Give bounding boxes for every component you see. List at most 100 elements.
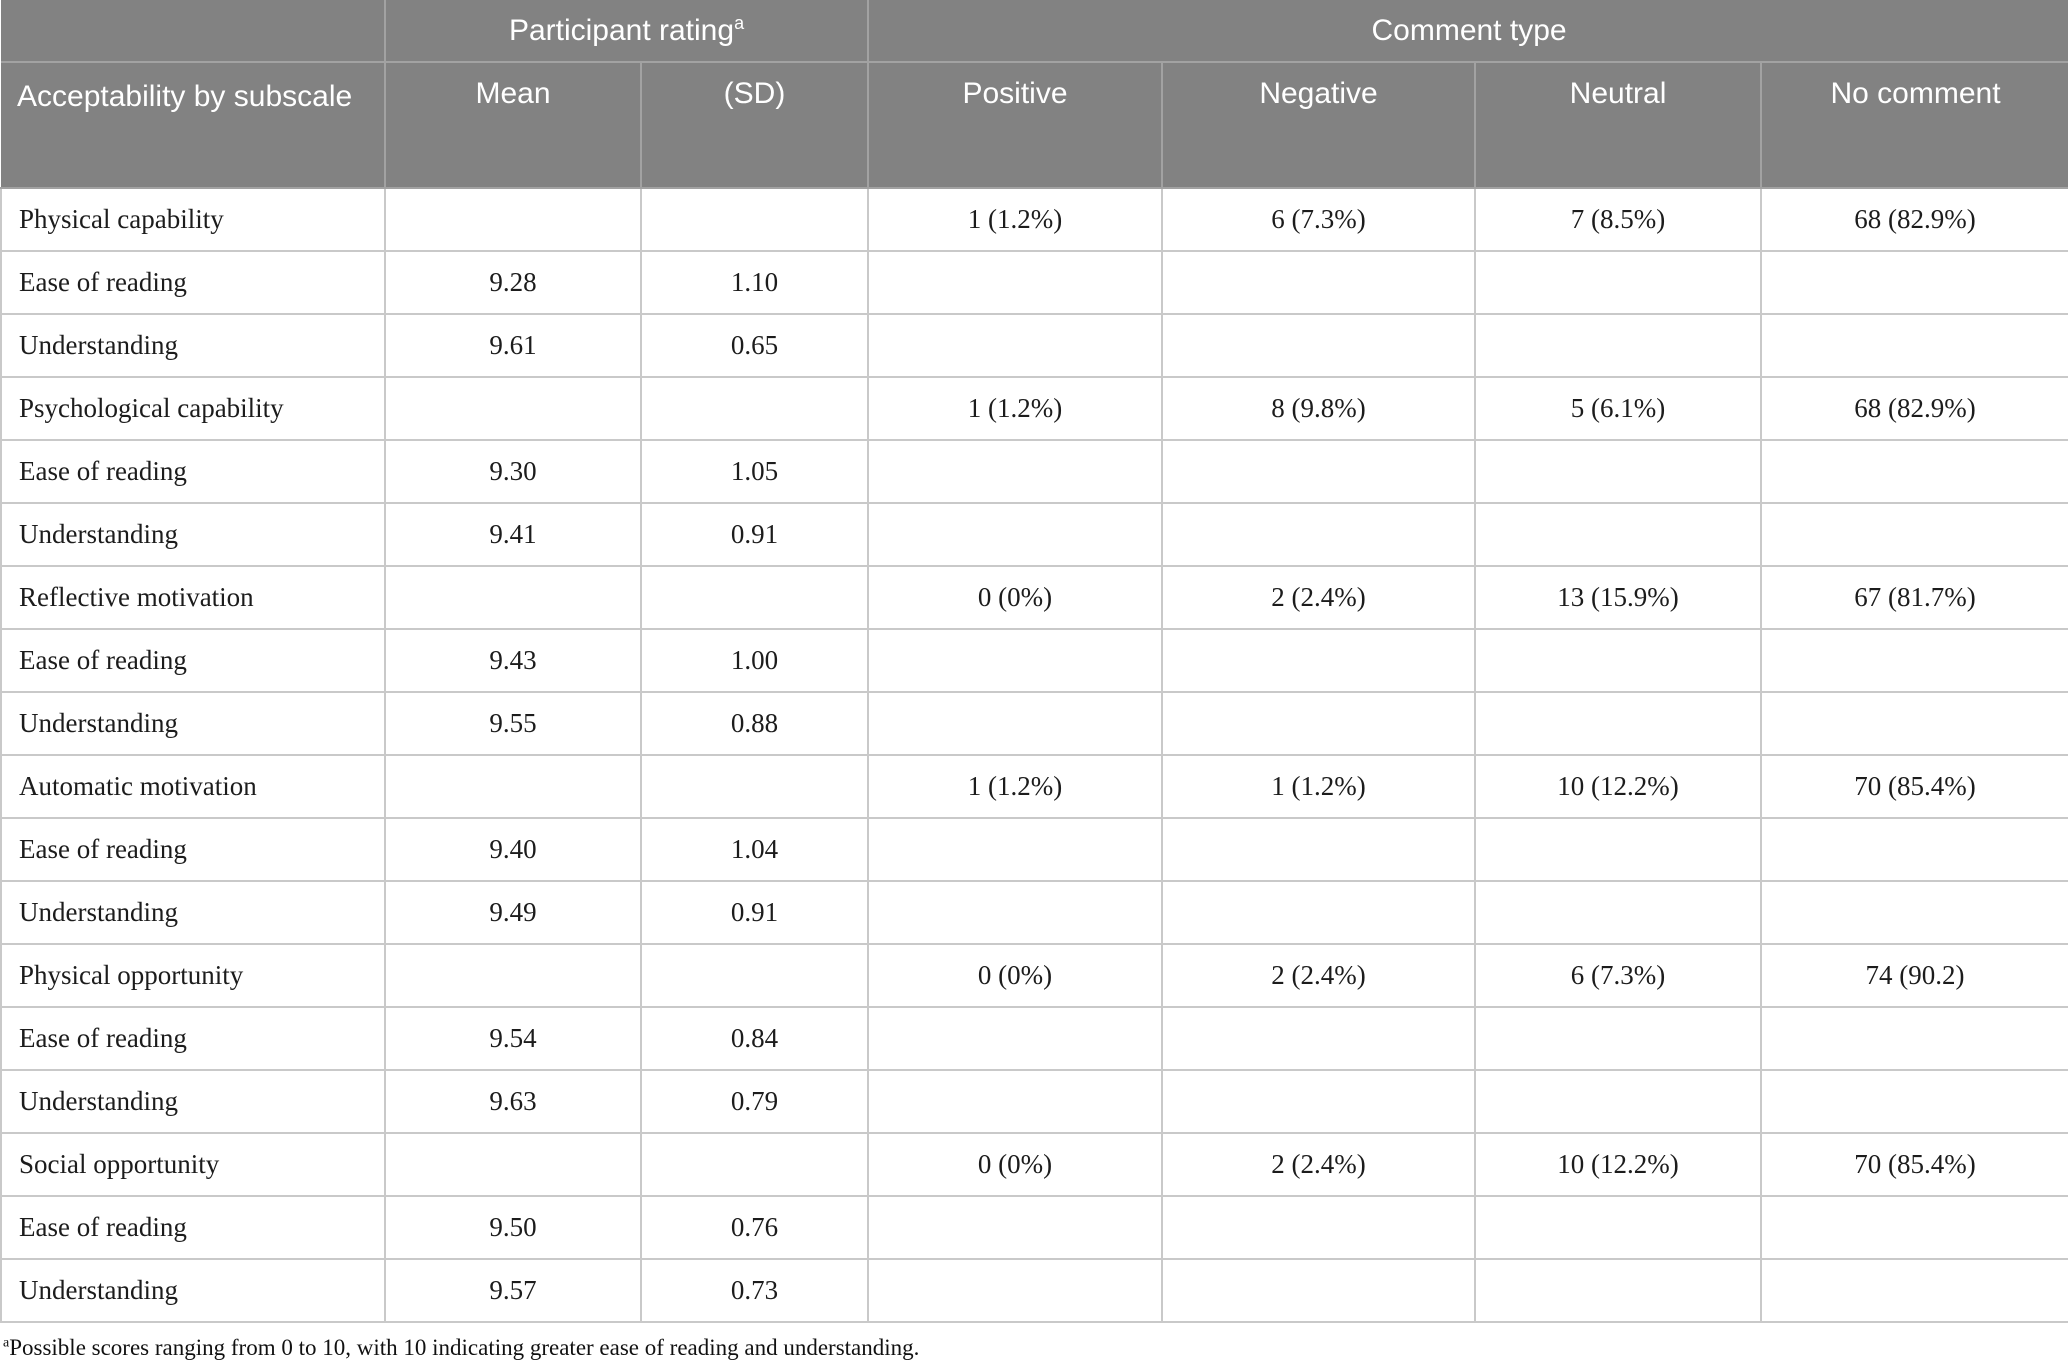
- table-row: Reflective motivation 0 (0%) 2 (2.4%) 13…: [0, 565, 2068, 630]
- cell-mean: 9.54: [384, 1006, 642, 1071]
- cell-neutral: [1474, 1069, 1763, 1134]
- cell-sd: [639, 754, 870, 819]
- cell-subscale-label: Ease of reading: [0, 1006, 386, 1071]
- cell-neutral: 10 (12.2%): [1474, 754, 1763, 819]
- cell-sd: [639, 565, 870, 630]
- cell-mean: 9.28: [384, 250, 642, 315]
- cell-mean: 9.41: [384, 502, 642, 567]
- cell-positive: [867, 1195, 1164, 1260]
- cell-mean: 9.43: [384, 628, 642, 693]
- cell-no-comment: [1760, 691, 2068, 756]
- cell-sd: [639, 943, 870, 1008]
- cell-sd: 0.76: [639, 1195, 870, 1260]
- cell-negative: [1161, 250, 1477, 315]
- table-row: Psychological capability 1 (1.2%) 8 (9.8…: [0, 376, 2068, 441]
- cell-subscale-label: Understanding: [0, 502, 386, 567]
- cell-mean: 9.50: [384, 1195, 642, 1260]
- cell-neutral: [1474, 628, 1763, 693]
- cell-sd: 0.91: [639, 502, 870, 567]
- cell-no-comment: [1760, 502, 2068, 567]
- cell-positive: [867, 628, 1164, 693]
- cell-neutral: 6 (7.3%): [1474, 943, 1763, 1008]
- cell-neutral: [1474, 439, 1763, 504]
- cell-mean: 9.63: [384, 1069, 642, 1134]
- table-row: Understanding 9.63 0.79: [0, 1069, 2068, 1134]
- cell-mean: [384, 187, 642, 252]
- cell-mean: [384, 565, 642, 630]
- cell-subscale-label: Reflective motivation: [0, 565, 386, 630]
- cell-no-comment: [1760, 817, 2068, 882]
- cell-subscale-label: Physical capability: [0, 187, 386, 252]
- cell-no-comment: [1760, 1006, 2068, 1071]
- cell-no-comment: [1760, 1258, 2068, 1323]
- table-row: Automatic motivation 1 (1.2%) 1 (1.2%) 1…: [0, 754, 2068, 819]
- cell-neutral: 13 (15.9%): [1474, 565, 1763, 630]
- cell-positive: [867, 880, 1164, 945]
- table-body: Physical capability 1 (1.2%) 6 (7.3%) 7 …: [0, 187, 2068, 1323]
- cell-sd: 1.00: [639, 628, 870, 693]
- cell-positive: [867, 1069, 1164, 1134]
- cell-no-comment: 68 (82.9%): [1760, 187, 2068, 252]
- header-sd: (SD): [639, 62, 870, 189]
- cell-subscale-label: Ease of reading: [0, 1195, 386, 1260]
- header-group-participant-rating: Participant ratinga: [383, 0, 870, 63]
- table-row: Understanding 9.61 0.65: [0, 313, 2068, 378]
- cell-positive: 1 (1.2%): [867, 187, 1164, 252]
- cell-negative: [1161, 1006, 1477, 1071]
- header-mean: Mean: [384, 62, 642, 189]
- cell-positive: [867, 502, 1164, 567]
- table-row: Understanding 9.49 0.91: [0, 880, 2068, 945]
- table-row: Ease of reading 9.40 1.04: [0, 817, 2068, 882]
- cell-positive: 1 (1.2%): [867, 376, 1164, 441]
- cell-no-comment: [1760, 439, 2068, 504]
- cell-no-comment: 68 (82.9%): [1760, 376, 2068, 441]
- acceptability-table: Participant ratinga Comment type Accepta…: [0, 0, 2068, 1323]
- table-row: Physical opportunity 0 (0%) 2 (2.4%) 6 (…: [0, 943, 2068, 1008]
- cell-mean: [384, 943, 642, 1008]
- cell-mean: 9.57: [384, 1258, 642, 1323]
- cell-negative: 1 (1.2%): [1161, 754, 1477, 819]
- cell-no-comment: 67 (81.7%): [1760, 565, 2068, 630]
- cell-positive: [867, 1006, 1164, 1071]
- cell-neutral: [1474, 1195, 1763, 1260]
- table-row: Ease of reading 9.54 0.84: [0, 1006, 2068, 1071]
- header-no-comment: No comment: [1760, 62, 2068, 189]
- cell-positive: 1 (1.2%): [867, 754, 1164, 819]
- cell-neutral: [1474, 1006, 1763, 1071]
- table-row: Physical capability 1 (1.2%) 6 (7.3%) 7 …: [0, 187, 2068, 252]
- cell-no-comment: [1760, 1195, 2068, 1260]
- cell-mean: [384, 1132, 642, 1197]
- header-neutral: Neutral: [1474, 62, 1763, 189]
- cell-neutral: [1474, 691, 1763, 756]
- cell-sd: 1.04: [639, 817, 870, 882]
- cell-sd: 0.79: [639, 1069, 870, 1134]
- cell-subscale-label: Ease of reading: [0, 250, 386, 315]
- cell-positive: [867, 691, 1164, 756]
- table-footnote: aPossible scores ranging from 0 to 10, w…: [3, 1335, 2068, 1361]
- cell-no-comment: [1760, 880, 2068, 945]
- cell-subscale-label: Ease of reading: [0, 628, 386, 693]
- cell-positive: 0 (0%): [867, 943, 1164, 1008]
- cell-negative: [1161, 1258, 1477, 1323]
- cell-sd: [639, 1132, 870, 1197]
- cell-sd: [639, 187, 870, 252]
- cell-subscale-label: Physical opportunity: [0, 943, 386, 1008]
- cell-no-comment: [1760, 313, 2068, 378]
- cell-negative: [1161, 502, 1477, 567]
- cell-negative: [1161, 1069, 1477, 1134]
- header-acceptability-by-subscale: Acceptability by subscale: [1, 62, 386, 189]
- cell-no-comment: [1760, 1069, 2068, 1134]
- table-row: Understanding 9.57 0.73: [0, 1258, 2068, 1323]
- cell-negative: [1161, 439, 1477, 504]
- cell-mean: 9.40: [384, 817, 642, 882]
- cell-mean: 9.61: [384, 313, 642, 378]
- cell-neutral: 7 (8.5%): [1474, 187, 1763, 252]
- cell-neutral: 10 (12.2%): [1474, 1132, 1763, 1197]
- cell-subscale-label: Psychological capability: [0, 376, 386, 441]
- cell-no-comment: [1760, 628, 2068, 693]
- cell-subscale-label: Automatic motivation: [0, 754, 386, 819]
- cell-negative: [1161, 691, 1477, 756]
- cell-mean: 9.30: [384, 439, 642, 504]
- cell-negative: 8 (9.8%): [1161, 376, 1477, 441]
